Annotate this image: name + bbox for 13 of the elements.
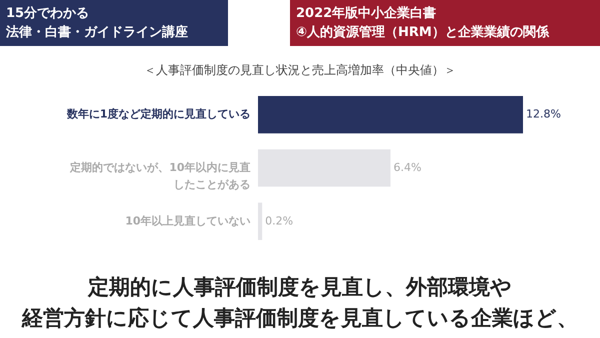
data-label: 0.2%	[265, 214, 294, 228]
text: 2022年版中小企業白書	[296, 5, 438, 23]
text: 法律・白書・ガイドライン講座	[6, 24, 189, 42]
text: 15分でわかる	[6, 5, 90, 23]
y-tick-label: 数年に1度など定期的に見直している	[66, 108, 250, 121]
data-label: 6.4%	[394, 161, 422, 174]
y-tick-label: 10年以上見直していない	[125, 214, 250, 228]
text: ④人的資源管理（HRM）と企業業績の関係	[296, 24, 550, 42]
text: 定期的に人事評価制度を見直し、外部環境や	[86, 274, 513, 301]
y-tick-label: 定期的ではないが、10年以内に見直したことがある	[69, 161, 250, 191]
text: 経営方針に応じて人事評価制度を見直している企業ほど、	[20, 305, 579, 332]
data-label: 12.8%	[526, 108, 561, 121]
chart-title: ＜人事評価制度の見直し状況と売上高増加率（中央値）＞	[143, 62, 457, 79]
